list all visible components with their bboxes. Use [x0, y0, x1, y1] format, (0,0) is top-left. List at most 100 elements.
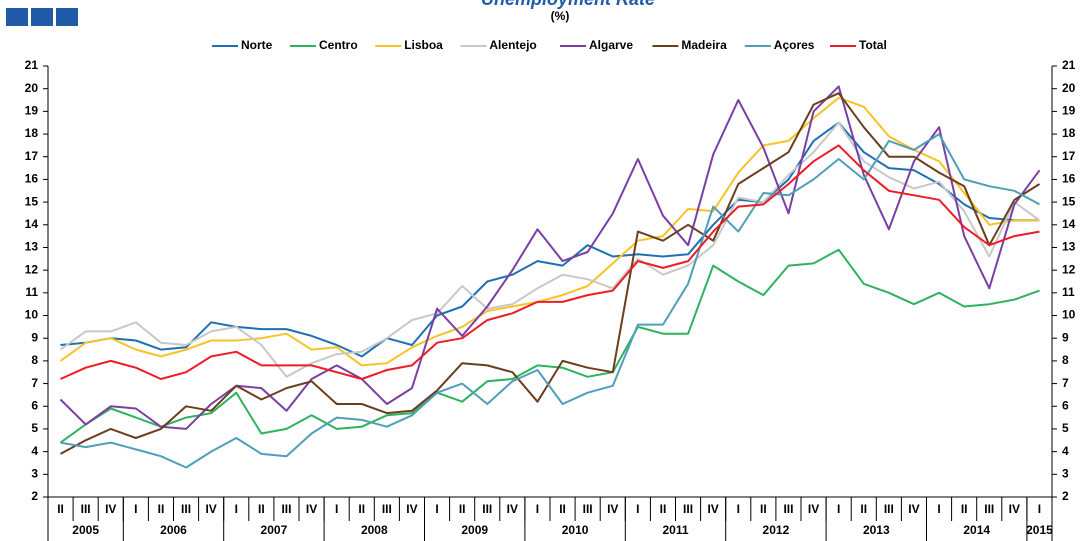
legend-label: Total — [859, 38, 887, 52]
series-line — [60, 144, 1040, 380]
y-tick-label: 18 — [25, 126, 39, 140]
legend-label: Norte — [241, 38, 273, 52]
x-tick-label: II — [860, 502, 867, 516]
series-line — [59, 85, 1041, 430]
y-tick-label: 13 — [25, 240, 39, 254]
y2-tick-label: 18 — [1062, 126, 1076, 140]
y2-tick-label: 8 — [1062, 353, 1069, 367]
x-tick-label: II — [57, 502, 64, 516]
x-group-label: 2012 — [763, 523, 790, 537]
x-tick-label: III — [181, 502, 191, 516]
y2-tick-label: 12 — [1062, 262, 1076, 276]
x-tick-label: IV — [1009, 502, 1020, 516]
y2-tick-label: 5 — [1062, 421, 1069, 435]
x-tick-label: IV — [707, 502, 718, 516]
chart-title: Unemployment Rate — [481, 0, 655, 9]
x-tick-label: I — [636, 502, 639, 516]
y2-tick-label: 9 — [1062, 330, 1069, 344]
x-tick-label: I — [737, 502, 740, 516]
x-tick-label: II — [660, 502, 667, 516]
x-group-label: 2010 — [562, 523, 589, 537]
x-tick-label: III — [81, 502, 91, 516]
x-tick-label: I — [837, 502, 840, 516]
x-tick-label: III — [281, 502, 291, 516]
x-tick-label: III — [683, 502, 693, 516]
y-tick-label: 16 — [25, 172, 39, 186]
x-tick-label: I — [235, 502, 238, 516]
y-tick-label: 7 — [31, 376, 38, 390]
y-tick-label: 2 — [31, 489, 38, 503]
y-tick-label: 12 — [25, 262, 39, 276]
x-tick-label: IV — [406, 502, 417, 516]
chart-subtitle: (%) — [551, 9, 570, 23]
x-tick-label: II — [459, 502, 466, 516]
x-group-label: 2006 — [160, 523, 187, 537]
x-tick-label: III — [884, 502, 894, 516]
x-tick-label: I — [435, 502, 438, 516]
x-tick-label: II — [760, 502, 767, 516]
y-tick-label: 15 — [25, 194, 39, 208]
legend-label: Madeira — [681, 38, 727, 52]
x-tick-label: III — [783, 502, 793, 516]
x-tick-label: I — [536, 502, 539, 516]
x-tick-label: II — [158, 502, 165, 516]
y2-tick-label: 14 — [1062, 217, 1076, 231]
x-tick-label: II — [358, 502, 365, 516]
y-tick-label: 17 — [25, 149, 39, 163]
y2-tick-label: 2 — [1062, 489, 1069, 503]
y-tick-label: 10 — [25, 308, 39, 322]
x-tick-label: II — [961, 502, 968, 516]
x-group-label: 2008 — [361, 523, 388, 537]
y-tick-label: 14 — [25, 217, 39, 231]
legend-label: Algarve — [589, 38, 633, 52]
x-tick-label: IV — [105, 502, 116, 516]
y-tick-label: 3 — [31, 466, 38, 480]
series-line — [59, 121, 1041, 378]
y-tick-label: 20 — [25, 81, 39, 95]
series-line — [59, 96, 1040, 367]
x-tick-label: III — [583, 502, 593, 516]
y2-tick-label: 7 — [1062, 376, 1069, 390]
legend-label: Alentejo — [489, 38, 536, 52]
y2-tick-label: 4 — [1062, 444, 1069, 458]
series-line — [60, 121, 1040, 358]
x-tick-label: II — [559, 502, 566, 516]
y2-tick-label: 20 — [1062, 81, 1076, 95]
y-tick-label: 19 — [25, 104, 39, 118]
x-group-label: 2005 — [72, 523, 99, 537]
x-tick-label: I — [335, 502, 338, 516]
y2-tick-label: 16 — [1062, 172, 1076, 186]
y2-tick-label: 19 — [1062, 104, 1076, 118]
y2-tick-label: 15 — [1062, 194, 1076, 208]
y-tick-label: 21 — [25, 58, 39, 72]
y-tick-label: 9 — [31, 330, 38, 344]
x-tick-label: I — [134, 502, 137, 516]
y2-tick-label: 17 — [1062, 149, 1076, 163]
x-tick-label: IV — [306, 502, 317, 516]
x-tick-label: IV — [607, 502, 618, 516]
legend-label: Lisboa — [404, 38, 443, 52]
y2-tick-label: 13 — [1062, 240, 1076, 254]
legend-label: Centro — [319, 38, 358, 52]
x-tick-label: IV — [507, 502, 518, 516]
x-tick-label: I — [937, 502, 940, 516]
y2-tick-label: 6 — [1062, 398, 1069, 412]
series-line — [59, 248, 1040, 444]
x-tick-label: IV — [908, 502, 919, 516]
logo — [6, 8, 78, 26]
x-tick-label: III — [984, 502, 994, 516]
y-tick-label: 8 — [31, 353, 38, 367]
legend-label: Açores — [774, 38, 815, 52]
y2-tick-label: 11 — [1062, 285, 1075, 299]
x-tick-label: III — [482, 502, 492, 516]
x-group-label: 2015 — [1026, 523, 1053, 537]
y-tick-label: 5 — [31, 421, 38, 435]
y2-tick-label: 10 — [1062, 308, 1076, 322]
y-tick-label: 11 — [25, 285, 38, 299]
y2-tick-label: 3 — [1062, 466, 1069, 480]
x-group-label: 2011 — [662, 523, 688, 537]
x-group-label: 2007 — [261, 523, 288, 537]
x-group-label: 2009 — [461, 523, 488, 537]
x-group-label: 2014 — [963, 523, 990, 537]
